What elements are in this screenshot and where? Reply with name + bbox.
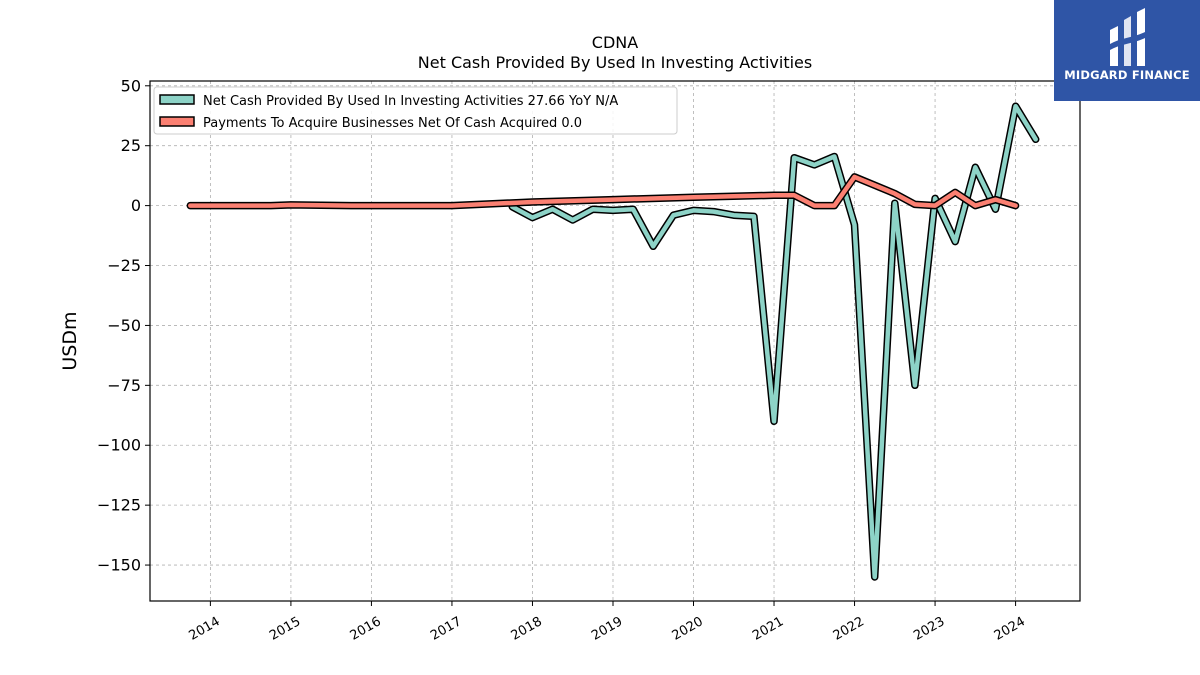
y-tick-label: −100	[97, 436, 141, 455]
series-stroke	[188, 174, 1018, 208]
x-tick-label: 2018	[509, 614, 545, 644]
x-tick-label: 2014	[187, 614, 223, 644]
x-tick-label: 2016	[348, 614, 384, 644]
y-tick-label: 0	[131, 196, 141, 215]
x-tick-label: 2021	[750, 614, 786, 644]
x-tick-label: 2017	[428, 614, 464, 644]
series-line-acquisitions	[186, 173, 1020, 210]
chart-subtitle: Net Cash Provided By Used In Investing A…	[418, 53, 812, 72]
x-tick-label: 2019	[589, 614, 625, 644]
y-tick-label: 50	[121, 76, 141, 95]
midgard-logo-icon	[1110, 8, 1145, 66]
y-tick-label: −25	[107, 256, 141, 275]
legend-swatch-acquisitions	[159, 116, 195, 127]
legend-swatch-investing	[159, 94, 195, 105]
x-tick-label: 2024	[992, 614, 1028, 644]
legend-label-investing: Net Cash Provided By Used In Investing A…	[203, 94, 618, 109]
series-line-investing	[508, 102, 1040, 581]
series-stroke	[510, 103, 1038, 580]
x-tick-label: 2015	[267, 614, 303, 644]
chart-title: CDNA	[592, 33, 638, 52]
series-layer	[186, 102, 1040, 581]
legend-label-acquisitions: Payments To Acquire Businesses Net Of Ca…	[203, 116, 582, 131]
y-tick-label: 25	[121, 136, 141, 155]
x-axis: 2014 2015 2016 2017 2018 2019 2020 2021 2022 2023…	[187, 601, 1028, 644]
legend-box	[153, 86, 678, 135]
y-tick-label: −50	[107, 316, 141, 335]
legend: Net Cash Provided By Used In Investing A…	[153, 86, 678, 135]
y-axis-label: USDm	[59, 311, 81, 370]
x-tick-label: 2023	[911, 614, 947, 644]
plot-frame	[149, 80, 1081, 602]
y-tick-label: −150	[97, 556, 141, 575]
x-tick-label: 2022	[831, 614, 867, 644]
grid-layer	[150, 81, 1080, 601]
y-tick-label: −125	[97, 496, 141, 515]
y-axis: 50 25 0 −25 −50 −75 −100 −125 −150	[97, 76, 150, 575]
midgard-finance-logo: MIDGARD FINANCE	[1054, 0, 1200, 101]
y-tick-label: −75	[107, 376, 141, 395]
x-tick-label: 2020	[670, 614, 706, 644]
logo-text: MIDGARD FINANCE	[1064, 68, 1190, 82]
